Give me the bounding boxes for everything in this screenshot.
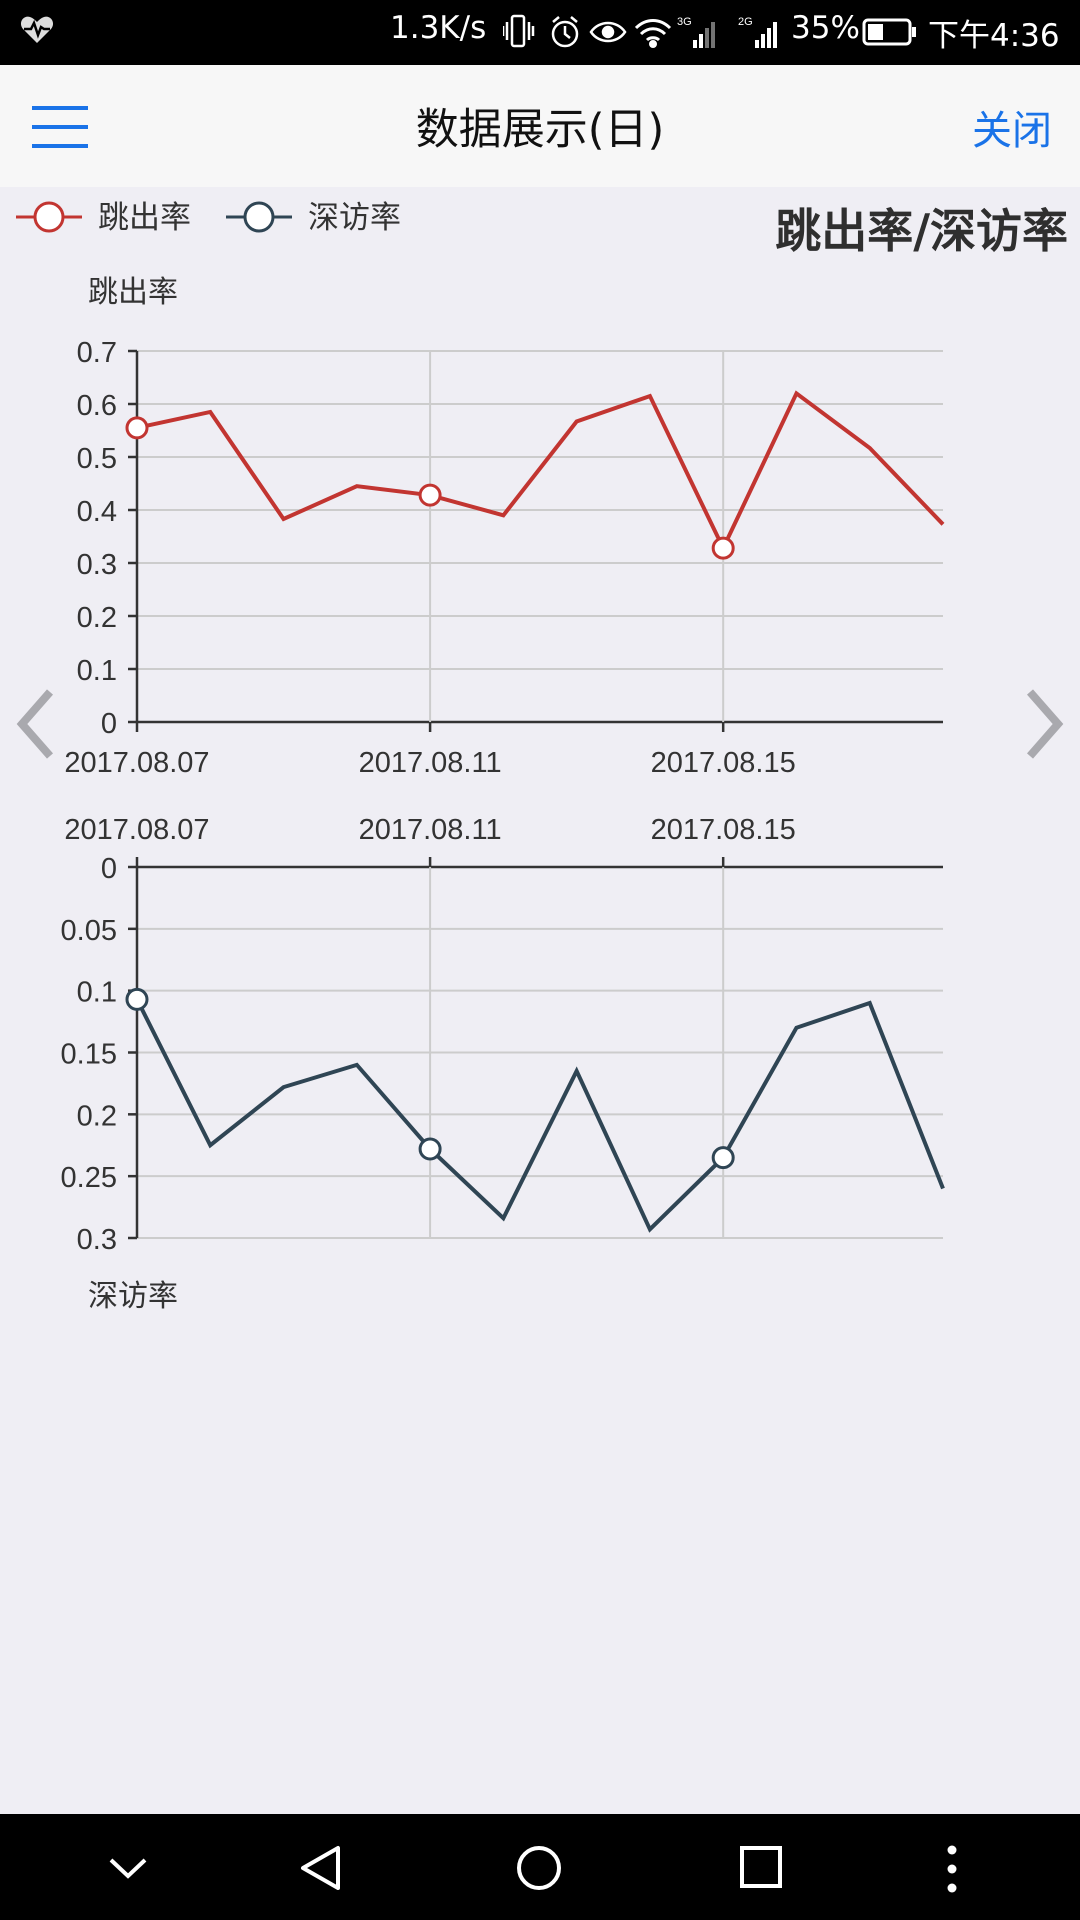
series-line <box>135 998 945 1233</box>
wifi-icon <box>634 19 672 48</box>
y-tick-label: 0.2 <box>77 1100 117 1132</box>
chevron-right-icon[interactable] <box>1022 686 1066 762</box>
clock: 下午4:36 <box>928 18 1060 54</box>
y-tick-label: 0.2 <box>77 602 117 634</box>
legend-label: 深访率 <box>308 200 401 235</box>
vibrate-icon <box>503 14 535 48</box>
x-tick-label: 2017.08.11 <box>359 814 502 846</box>
y-axis-label: 跳出率 <box>88 276 178 309</box>
eye-icon <box>589 21 627 43</box>
legend-marker <box>243 201 275 233</box>
chart-title: 跳出率/深访率 <box>775 204 1068 258</box>
y-tick-label: 0 <box>101 708 117 740</box>
y-tick-label: 0.3 <box>77 1224 117 1256</box>
legend-label: 跳出率 <box>98 200 191 235</box>
series-line <box>136 390 945 553</box>
y-tick-label: 0.7 <box>77 337 117 369</box>
legend-marker <box>33 201 65 233</box>
back-triangle-icon[interactable] <box>298 1844 344 1892</box>
data-point <box>418 483 442 507</box>
y-tick-label: 0.4 <box>77 496 117 528</box>
signal-3g-label: 3G <box>677 16 692 28</box>
y-tick-label: 0.15 <box>61 1039 117 1071</box>
y-tick-label: 0.6 <box>77 390 117 422</box>
y-tick-label: 0.1 <box>77 655 117 687</box>
close-button[interactable]: 关闭 <box>972 108 1052 154</box>
y-tick-label: 0.25 <box>61 1162 117 1194</box>
battery-icon <box>862 18 916 46</box>
x-tick-label: 2017.08.15 <box>651 814 796 846</box>
x-tick-label: 2017.08.07 <box>64 747 209 779</box>
y-tick-label: 0 <box>101 853 117 885</box>
data-point <box>418 1137 442 1161</box>
data-point <box>125 416 149 440</box>
signal-2g-label: 2G <box>738 16 753 28</box>
app-header: 数据展示(日) 关闭 <box>0 65 1080 187</box>
status-icons: 3G 2G <box>503 14 777 48</box>
data-point <box>125 987 149 1011</box>
x-tick-label: 2017.08.15 <box>651 747 796 779</box>
system-navigation-bar <box>0 1814 1080 1920</box>
x-tick-label: 2017.08.07 <box>64 814 209 846</box>
y-tick-label: 0.3 <box>77 549 117 581</box>
signal-icon <box>755 22 777 48</box>
y-axis-label: 深访率 <box>88 1280 178 1313</box>
battery-percent: 35% <box>791 10 860 46</box>
signal-icon <box>693 22 715 48</box>
hamburger-menu-icon[interactable] <box>30 103 90 151</box>
y-tick-label: 0.1 <box>77 977 117 1009</box>
home-circle-icon[interactable] <box>514 1844 564 1894</box>
y-tick-label: 0.5 <box>77 443 117 475</box>
data-point <box>711 536 735 560</box>
y-tick-label: 0.05 <box>61 915 117 947</box>
recents-square-icon[interactable] <box>738 1844 784 1892</box>
chevron-left-icon[interactable] <box>14 686 58 762</box>
status-bar: 1.3K/s 3G 2G <box>0 0 1080 65</box>
page-title: 数据展示(日) <box>415 105 665 155</box>
data-point <box>711 1146 735 1170</box>
network-speed: 1.3K/s <box>390 10 487 46</box>
x-tick-label: 2017.08.11 <box>359 747 502 779</box>
heart-rate-icon <box>20 16 54 43</box>
alarm-icon <box>551 16 579 48</box>
more-dots-icon[interactable] <box>940 1844 964 1896</box>
chevron-down-icon[interactable] <box>107 1844 149 1890</box>
